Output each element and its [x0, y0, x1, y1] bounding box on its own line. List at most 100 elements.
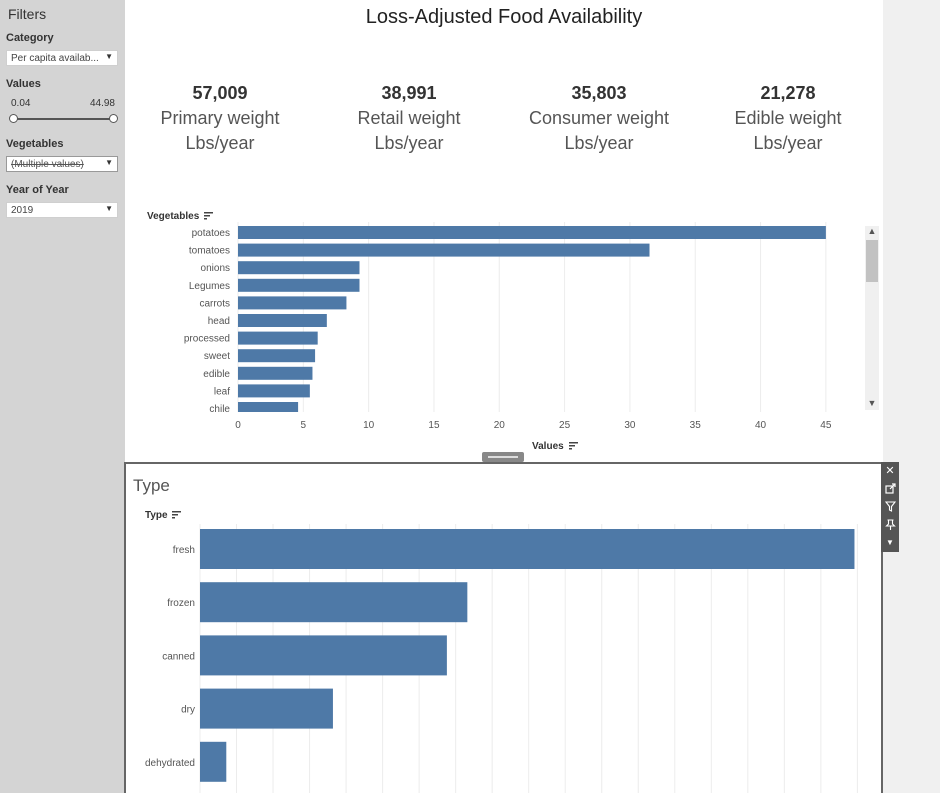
kpi-label: Consumer weight: [528, 108, 670, 128]
x-tick-label: 5: [301, 420, 307, 431]
close-icon[interactable]: ✕: [885, 465, 895, 477]
bar-legumes[interactable]: [238, 278, 360, 292]
type-bar-chart[interactable]: fresh frozen canned dry dehydrated: [126, 464, 881, 793]
x-tick-label: 45: [820, 420, 832, 431]
kpi-value: 35,803: [571, 83, 627, 103]
category-label: onions: [201, 263, 230, 274]
bar-head[interactable]: [238, 314, 327, 327]
year-dropdown[interactable]: 2019 ▼: [6, 202, 118, 218]
category-dropdown-value: Per capita availab...: [11, 53, 99, 64]
sort-icon[interactable]: [172, 511, 182, 519]
popout-icon[interactable]: [881, 480, 899, 498]
vegetables-header-label: Vegetables: [147, 211, 200, 222]
right-gutter: [883, 0, 940, 793]
bar-leaf[interactable]: [238, 384, 310, 398]
sort-icon[interactable]: [204, 212, 214, 220]
scroll-up-icon[interactable]: ▲: [867, 226, 877, 236]
filters-title: Filters: [8, 6, 47, 22]
bar-carrots[interactable]: [238, 296, 347, 310]
bar-dehydrated[interactable]: [200, 741, 227, 782]
category-label: potatoes: [192, 228, 230, 239]
chevron-down-icon: ▼: [105, 204, 113, 213]
bar-chile[interactable]: [238, 402, 299, 415]
x-tick-label: 25: [559, 420, 571, 431]
category-label: edible: [203, 369, 230, 380]
category-label: frozen: [167, 598, 195, 609]
scroll-down-icon[interactable]: ▼: [867, 398, 877, 408]
kpi-unit: Lbs/year: [564, 133, 634, 153]
category-label: canned: [162, 651, 195, 662]
values-filter-label: Values: [6, 78, 41, 90]
x-tick-label: 20: [494, 420, 506, 431]
category-label: dehydrated: [145, 758, 195, 769]
bar-fresh[interactable]: [200, 529, 855, 569]
category-label: fresh: [173, 545, 195, 556]
kpi-edible-weight: 21,278 Edible weight Lbs/year: [713, 82, 863, 156]
year-dropdown-value: 2019: [11, 205, 34, 216]
dashboard-main: Loss-Adjusted Food Availability 57,009 P…: [125, 0, 883, 462]
values-slider-min-handle[interactable]: [9, 114, 18, 123]
kpi-unit: Lbs/year: [753, 133, 823, 153]
values-axis-title-label: Values: [532, 441, 564, 452]
bar-dry[interactable]: [200, 688, 333, 729]
panel-resize-handle[interactable]: [482, 452, 524, 462]
category-label: Legumes: [189, 281, 230, 292]
more-options-icon[interactable]: ▼: [886, 538, 894, 547]
scrollbar-thumb[interactable]: [866, 240, 878, 282]
x-tick-label: 35: [690, 420, 702, 431]
category-label: sweet: [204, 351, 230, 362]
dashboard-title: Loss-Adjusted Food Availability: [365, 6, 643, 28]
sort-icon[interactable]: [569, 442, 579, 450]
bar-edible[interactable]: [238, 366, 313, 380]
bar-potatoes[interactable]: [238, 226, 826, 239]
category-label: dry: [181, 705, 195, 716]
category-label: leaf: [214, 386, 230, 397]
type-panel-title: Type: [133, 476, 170, 495]
category-dropdown[interactable]: Per capita availab... ▼: [6, 50, 118, 66]
kpi-label: Edible weight: [734, 108, 842, 128]
x-tick-label: 15: [428, 420, 440, 431]
filter-icon[interactable]: [881, 498, 899, 516]
kpi-label: Retail weight: [357, 108, 461, 128]
values-range-min: 0.04: [11, 98, 31, 109]
values-range-max: 44.98: [89, 98, 115, 109]
bar-sweet[interactable]: [238, 349, 316, 363]
category-label: chile: [209, 404, 230, 415]
x-tick-label: 0: [235, 420, 241, 431]
category-filter-label: Category: [6, 32, 54, 44]
kpi-value: 21,278: [760, 83, 816, 103]
kpi-value: 38,991: [381, 83, 437, 103]
kpi-primary-weight: 57,009 Primary weight Lbs/year: [145, 82, 295, 156]
kpi-label: Primary weight: [160, 108, 280, 128]
vegetables-dropdown-value: (Multiple values): [11, 159, 84, 170]
values-axis-title[interactable]: Values: [532, 441, 579, 452]
vegetables-dropdown[interactable]: (Multiple values) ▼: [6, 156, 118, 172]
filters-sidebar: Filters Category Per capita availab... ▼…: [0, 0, 125, 793]
kpi-unit: Lbs/year: [374, 133, 444, 153]
kpi-retail-weight: 38,991 Retail weight Lbs/year: [334, 82, 484, 156]
bar-processed[interactable]: [238, 331, 318, 345]
type-axis-header[interactable]: Type: [145, 510, 182, 521]
year-filter-label: Year of Year: [6, 184, 69, 196]
clip-mask: [125, 412, 865, 416]
category-label: processed: [184, 334, 230, 345]
kpi-value: 57,009: [192, 83, 248, 103]
pin-icon[interactable]: [881, 516, 899, 534]
type-panel[interactable]: fresh frozen canned dry dehydrated Type Type: [124, 462, 883, 793]
vegetables-bar-chart[interactable]: 0 5 10 15 20 25 30 35 40 45 potatoes tomatoes onions…: [125, 222, 865, 436]
vegetables-axis-header[interactable]: Vegetables: [147, 211, 214, 222]
bar-tomatoes[interactable]: [238, 243, 650, 257]
kpi-consumer-weight: 35,803 Consumer weight Lbs/year: [524, 82, 674, 156]
x-tick-label: 40: [755, 420, 767, 431]
x-tick-label: 30: [624, 420, 636, 431]
bar-canned[interactable]: [200, 635, 447, 676]
kpi-unit: Lbs/year: [185, 133, 255, 153]
values-slider-max-handle[interactable]: [109, 114, 118, 123]
bar-onions[interactable]: [238, 261, 360, 275]
chevron-down-icon: ▼: [105, 158, 113, 167]
category-label: carrots: [199, 298, 230, 309]
values-slider-track[interactable]: [13, 118, 113, 120]
vegetables-filter-label: Vegetables: [6, 138, 64, 150]
chevron-down-icon: ▼: [105, 52, 113, 61]
bar-frozen[interactable]: [200, 582, 468, 623]
